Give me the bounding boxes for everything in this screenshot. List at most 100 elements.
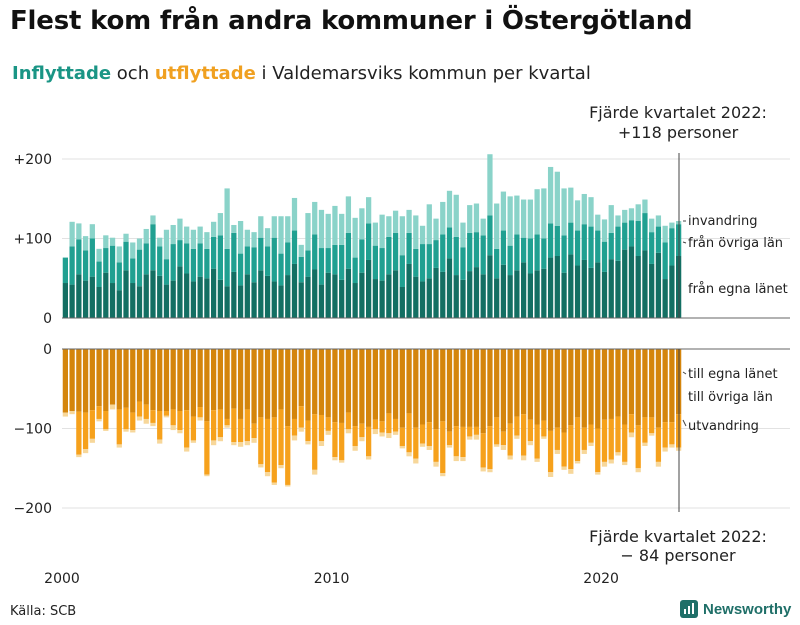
bar-out-segment: [204, 349, 210, 422]
bar-out-segment: [541, 420, 547, 437]
label-connector: [682, 419, 687, 427]
bar-out-segment: [480, 349, 486, 434]
bar-in-segment: [628, 246, 635, 318]
bar-out-segment: [332, 457, 338, 461]
bar-in-segment: [527, 273, 533, 318]
bar-in-segment: [211, 221, 217, 237]
bar-out-segment: [366, 456, 372, 460]
bar-in-segment: [588, 267, 594, 319]
bar-out-segment: [574, 461, 581, 464]
bar-in-segment: [494, 248, 500, 279]
bar-out-segment: [136, 401, 143, 417]
bar-in-segment: [291, 230, 298, 264]
bar-in-segment: [62, 257, 68, 284]
label-till-ovriga-lan: till övriga län: [688, 390, 773, 405]
bar-in-segment: [258, 270, 264, 318]
bar-in-segment: [480, 274, 486, 318]
bar-in-segment: [332, 205, 338, 245]
bar-out-segment: [473, 434, 480, 440]
bar-out-segment: [527, 441, 533, 446]
bar-in-segment: [379, 214, 385, 249]
bar-in-segment: [163, 229, 170, 260]
bar-out-segment: [251, 349, 257, 424]
bar-in-segment: [534, 270, 540, 318]
bar-out-segment: [89, 438, 95, 443]
subtitle-utflyttade: utflyttade: [154, 63, 256, 84]
bar-out-segment: [352, 426, 358, 446]
bar-out-segment: [332, 349, 338, 423]
bar-out-segment: [150, 422, 156, 427]
bar-in-segment: [177, 266, 183, 318]
bar-in-segment: [103, 235, 109, 249]
bar-out-segment: [467, 436, 473, 440]
bar-out-segment: [615, 452, 621, 456]
bar-in-segment: [487, 215, 493, 256]
bar-in-segment: [116, 246, 122, 263]
bar-out-segment: [581, 427, 587, 450]
bar-in-segment: [366, 197, 372, 224]
bar-out-segment: [163, 415, 170, 418]
bar-in-segment: [136, 286, 143, 318]
bar-in-segment: [392, 232, 399, 271]
bar-out-segment: [116, 409, 122, 445]
bar-out-segment: [116, 349, 122, 410]
bar-in-segment: [251, 282, 257, 318]
y-tick-label: 0: [43, 342, 52, 358]
bar-in-segment: [190, 229, 197, 249]
bar-in-segment: [123, 270, 129, 318]
bar-out-segment: [264, 418, 271, 473]
bar-in-segment: [595, 262, 601, 318]
bar-out-segment: [588, 442, 594, 446]
bar-in-segment: [69, 246, 75, 285]
bar-in-segment: [399, 255, 405, 287]
bar-out-segment: [258, 349, 264, 418]
subtitle-inflyttade: Inflyttade: [12, 63, 112, 84]
bar-out-segment: [312, 414, 318, 470]
bar-in-segment: [541, 238, 547, 269]
bar-in-segment: [460, 222, 466, 248]
bar-out-segment: [554, 449, 560, 454]
bar-out-segment: [251, 438, 257, 443]
bar-in-segment: [264, 275, 271, 319]
bar-in-segment: [82, 236, 89, 251]
bar-in-segment: [285, 275, 291, 318]
bar-out-segment: [177, 430, 183, 434]
bar-out-segment: [406, 452, 412, 457]
bar-out-segment: [184, 410, 190, 448]
bar-in-segment: [419, 281, 426, 318]
bar-out-segment: [655, 349, 662, 428]
bar-out-segment: [521, 455, 527, 461]
bar-in-segment: [143, 243, 149, 275]
bar-in-segment: [157, 237, 163, 247]
label-fran-egna-lanet: från egna länet: [688, 282, 788, 297]
bar-out-segment: [568, 425, 574, 470]
bar-out-segment: [305, 441, 311, 445]
bar-out-segment: [649, 433, 655, 436]
bar-out-segment: [318, 441, 325, 446]
bar-out-segment: [433, 429, 439, 462]
bar-in-segment: [386, 216, 392, 237]
bar-out-segment: [568, 349, 574, 426]
bar-in-segment: [601, 241, 608, 272]
bar-in-segment: [278, 216, 284, 254]
bar-out-segment: [372, 349, 378, 420]
bar-in-segment: [163, 284, 170, 318]
bar-out-segment: [103, 349, 109, 412]
bar-out-segment: [460, 457, 466, 462]
bar-out-segment: [136, 416, 143, 421]
bar-in-segment: [581, 259, 587, 318]
bar-in-segment: [433, 240, 439, 268]
bar-out-segment: [170, 349, 176, 410]
bar-in-segment: [521, 199, 527, 238]
bar-in-segment: [345, 232, 352, 269]
bar-out-segment: [628, 414, 635, 433]
bar-in-segment: [184, 273, 190, 318]
bar-in-segment: [554, 255, 560, 318]
bar-out-segment: [561, 349, 567, 433]
bar-out-segment: [204, 421, 210, 475]
bar-in-segment: [332, 274, 338, 318]
bar-out-segment: [608, 418, 614, 460]
bar-out-segment: [379, 421, 385, 433]
bar-out-segment: [554, 349, 560, 428]
bar-out-segment: [608, 349, 614, 419]
